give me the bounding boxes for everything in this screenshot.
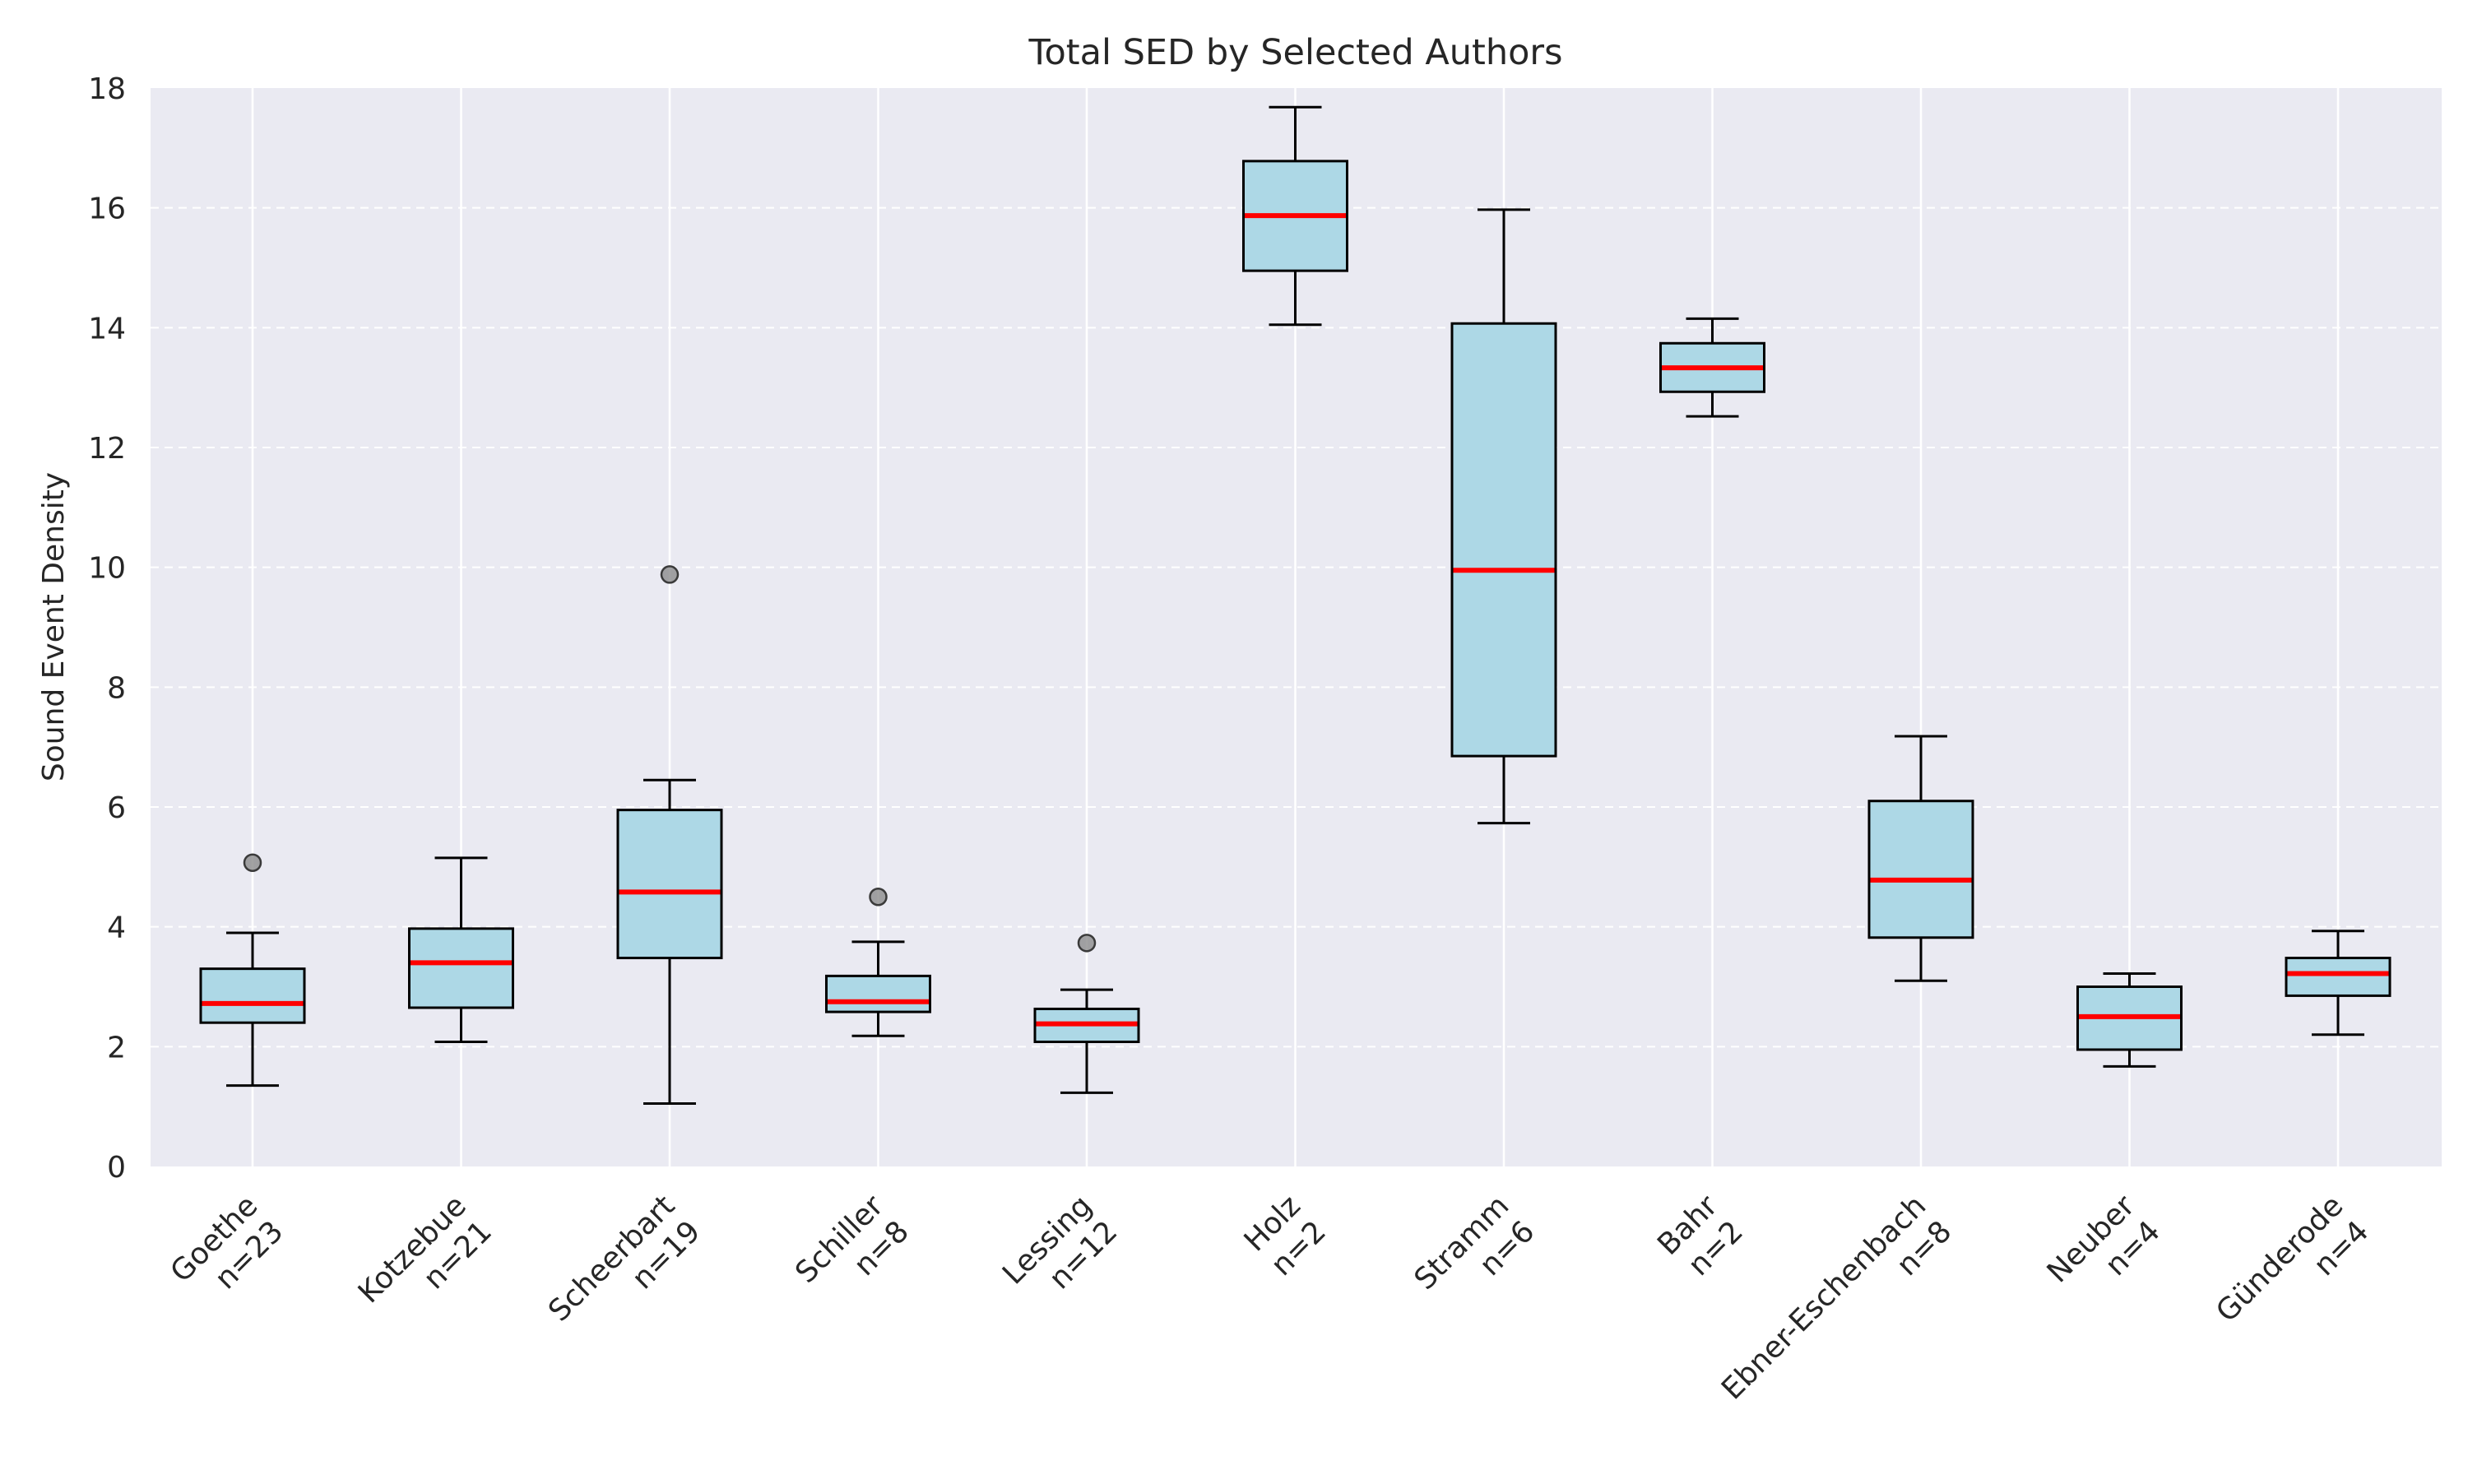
outlier-point [660, 565, 680, 584]
y-tick-label: 10 [88, 552, 126, 586]
box-bahr [1659, 317, 1765, 418]
iqr-box [616, 809, 723, 960]
y-tick-label: 2 [107, 1031, 126, 1064]
y-tick-labels: 0 2 4 6 8 10 12 14 16 18 [88, 72, 126, 1185]
y-tick-label: 12 [88, 432, 126, 466]
y-tick-label: 14 [88, 312, 126, 345]
box-schiller [825, 888, 931, 1037]
y-tick-label: 0 [107, 1151, 126, 1185]
box-lessing [1033, 934, 1140, 1094]
box-holz [1242, 105, 1348, 327]
y-tick-label: 4 [107, 911, 126, 945]
y-tick-label: 6 [107, 791, 126, 825]
outlier-point [1077, 934, 1097, 953]
iqr-box [408, 927, 514, 1009]
box-goethe [199, 853, 306, 1087]
box-scheerbart [616, 565, 723, 1106]
box-ebner-eschenbach [1867, 735, 1974, 982]
box-neuber [2076, 972, 2183, 1068]
iqr-box [2285, 957, 2391, 997]
box-günderode [2285, 930, 2391, 1036]
iqr-box [1867, 800, 1974, 939]
y-tick-label: 16 [88, 192, 126, 226]
outlier-point [869, 888, 888, 907]
iqr-box [199, 967, 306, 1024]
y-tick-label: 18 [88, 72, 126, 106]
chart-title: Total SED by Selected Authors [1028, 32, 1563, 73]
box-kotzebue [408, 856, 514, 1044]
boxes [199, 105, 2391, 1106]
box-stramm [1450, 208, 1557, 825]
y-tick-label: 8 [107, 671, 126, 705]
iqr-box [1450, 322, 1557, 758]
outlier-point [243, 853, 262, 872]
iqr-box [825, 974, 931, 1013]
y-axis-label: Sound Event Density [37, 472, 71, 781]
